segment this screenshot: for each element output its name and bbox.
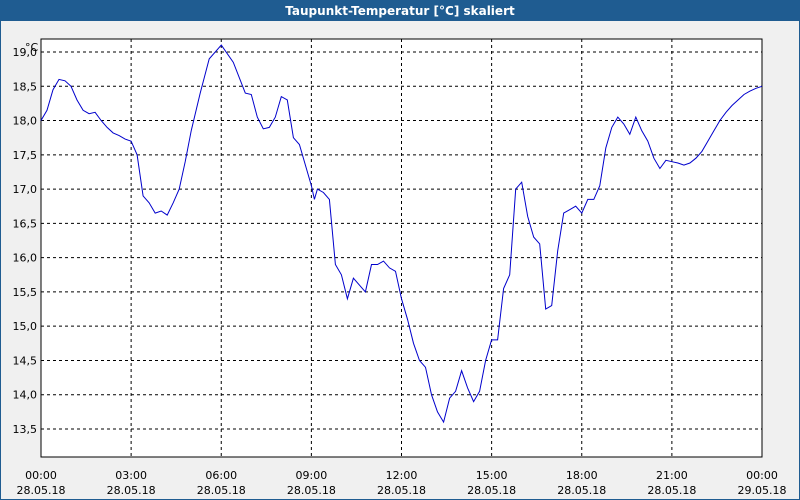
y-tick-label: 15,5 — [13, 286, 38, 299]
x-tick-time-label: 00:00 — [746, 469, 778, 482]
x-tick-date-label: 28.05.18 — [647, 484, 696, 497]
x-axis-tick-labels: 00:00 28.05.18 03:00 28.05.18 06:00 28.05.18 0… — [17, 469, 787, 497]
x-tick-time-label: 03:00 — [115, 469, 147, 482]
y-tick-label: 17,0 — [13, 183, 38, 196]
y-tick-label: 18,0 — [13, 115, 38, 128]
y-axis-unit-label: °C — [25, 41, 39, 54]
x-tick-date-label: 28.05.18 — [197, 484, 246, 497]
y-tick-label: 18,5 — [13, 80, 38, 93]
x-tick-time-label: 18:00 — [566, 469, 598, 482]
x-tick-date-label: 28.05.18 — [17, 484, 66, 497]
x-tick-time-label: 09:00 — [296, 469, 328, 482]
chart-title: Taupunkt-Temperatur [°C] skaliert — [1, 1, 799, 21]
y-tick-label: 16,0 — [13, 252, 38, 265]
y-tick-label: 14,0 — [13, 389, 38, 402]
x-tick-time-label: 21:00 — [656, 469, 688, 482]
x-tick-time-label: 15:00 — [476, 469, 508, 482]
y-tick-label: 16,5 — [13, 217, 38, 230]
x-tick-date-label: 28.05.18 — [467, 484, 516, 497]
y-tick-label: 17,5 — [13, 149, 38, 162]
x-tick-time-label: 00:00 — [25, 469, 57, 482]
x-tick-time-label: 06:00 — [205, 469, 237, 482]
grid-lines — [41, 39, 762, 457]
y-tick-label: 13,5 — [13, 423, 38, 436]
y-axis-tick-labels: 19,0 18,5 18,0 17,5 17,0 16,5 16,0 15,5 15,0 14,5… — [13, 46, 38, 436]
x-tick-date-label: 28.05.18 — [377, 484, 426, 497]
x-tick-date-label: 28.05.18 — [107, 484, 156, 497]
x-tick-date-label: 28.05.18 — [287, 484, 336, 497]
y-tick-label: 14,5 — [13, 354, 38, 367]
x-tick-date-label: 28.05.18 — [557, 484, 606, 497]
x-tick-date-label: 29.05.18 — [738, 484, 787, 497]
x-tick-time-label: 12:00 — [386, 469, 418, 482]
y-tick-label: 15,0 — [13, 320, 38, 333]
y-tick-label: 19,0 — [13, 46, 38, 59]
series-line — [40, 44, 763, 424]
